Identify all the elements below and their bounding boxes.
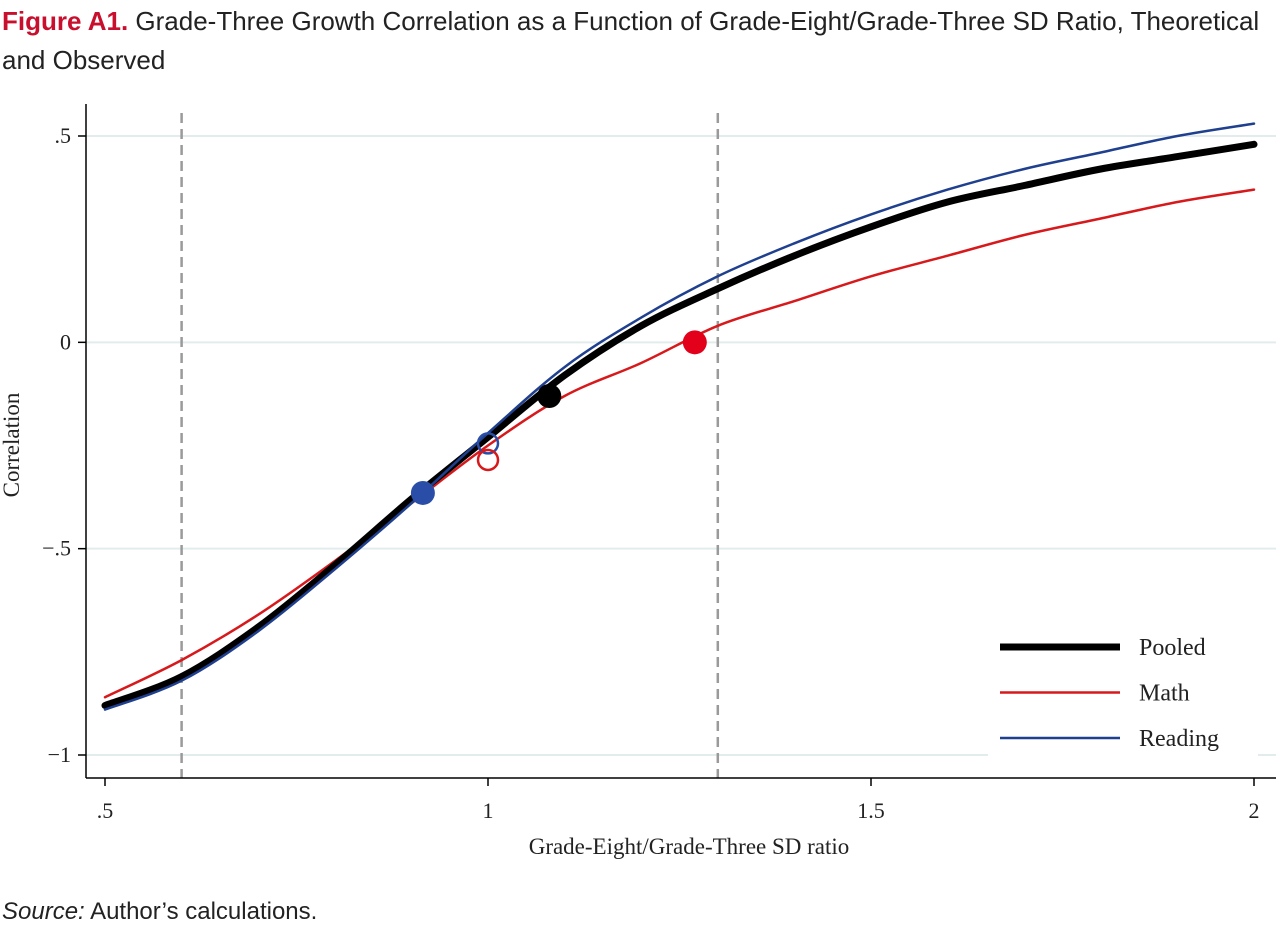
x-tick-label-1: 1 <box>483 798 494 823</box>
series-line-math <box>103 188 1256 699</box>
y-axis-title: Correlation <box>0 392 24 497</box>
legend-label-math: Math <box>1139 681 1190 707</box>
figure-title: Grade-Three Growth Correlation as a Func… <box>2 6 1260 75</box>
legend-label-pooled: Pooled <box>1139 635 1206 661</box>
series-line-reading <box>103 122 1256 711</box>
point-reading-filled-0 <box>410 480 435 505</box>
point-reading-hollow-3 <box>476 432 500 455</box>
y-tick-label-1: 0 <box>60 329 71 354</box>
legend-label-reading: Reading <box>1139 726 1219 752</box>
figure-label: Figure A1. <box>2 6 129 36</box>
series-lines <box>101 122 1258 711</box>
point-pooled-filled-1 <box>537 383 562 408</box>
point-math-hollow-4 <box>476 448 500 472</box>
axes <box>85 104 1276 779</box>
x-tick-label-2: 1.5 <box>857 798 885 823</box>
y-tick-label-3: −1 <box>48 742 71 767</box>
x-tick-label-3: 2 <box>1249 798 1260 823</box>
source-text: Author’s calculations. <box>90 898 318 925</box>
observed-points <box>410 330 707 505</box>
point-math-filled-2 <box>682 330 707 355</box>
y-tick-label-0: .5 <box>55 123 72 148</box>
series-line-pooled <box>101 140 1258 709</box>
x-axis-title: Grade-Eight/Grade-Three SD ratio <box>529 834 850 859</box>
figure-title-block: Figure A1. Grade-Three Growth Correlatio… <box>2 2 1278 80</box>
source-note: Source: Author’s calculations. <box>2 898 317 926</box>
y-tick-label-2: −.5 <box>42 536 71 561</box>
x-tick-label-0: .5 <box>97 798 114 823</box>
source-label: Source: <box>2 898 85 925</box>
legend: Pooled Math Reading <box>988 620 1258 768</box>
reference-lines <box>180 113 720 778</box>
ticks: .5 0 −.5 −1 .5 1 1.5 2 <box>42 123 1259 823</box>
